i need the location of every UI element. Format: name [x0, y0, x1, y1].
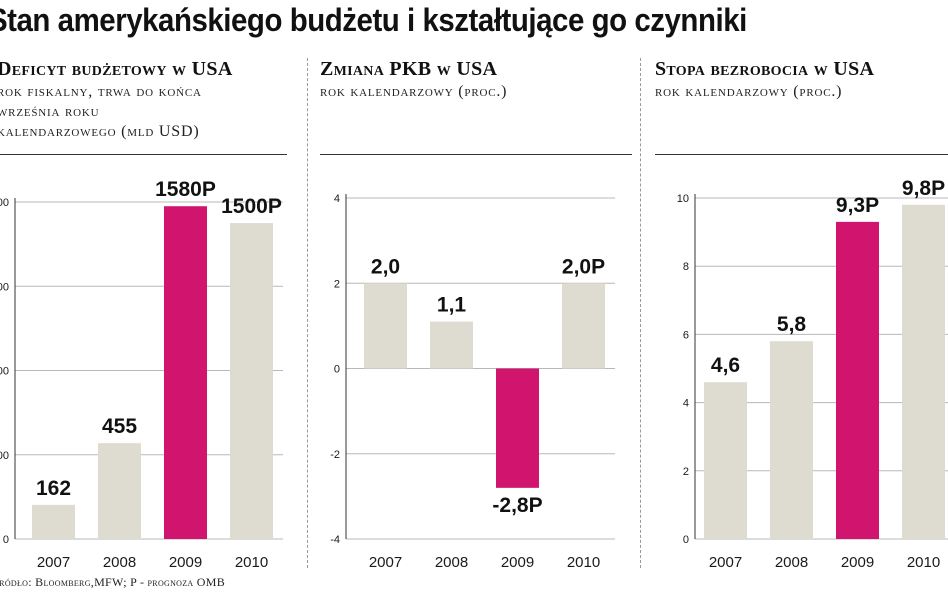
unemployment-bar-2009	[836, 221, 879, 539]
unemployment-bar-2010	[902, 204, 945, 539]
unemployment-data-label-2008: 5,8	[777, 313, 807, 336]
deficit-y-tick-label: 1600	[0, 197, 9, 209]
deficit-x-tick-label: 2010	[235, 554, 268, 571]
unemployment-header-rule	[655, 154, 948, 155]
deficit-data-label-2010: 1500P	[221, 195, 282, 218]
gdp-data-label-2010: 2,0P	[562, 255, 605, 278]
page-title: Stan amerykańskiego budżetu i kształtują…	[0, 2, 747, 38]
gdp-x-tick-label: 2007	[369, 554, 402, 571]
deficit-bar-2008	[98, 443, 141, 539]
deficit-bar-2007	[32, 504, 75, 539]
gdp-bar-2008	[430, 321, 473, 369]
unemployment-bar-chart: 0 2 4 6 8 10 4,6 2007 5,8 2008 9,3P 2009 9,8P 2010	[677, 177, 948, 571]
deficit-y-tick-label: 800	[0, 366, 9, 378]
gdp-y-tick-label: -4	[330, 534, 340, 546]
deficit-y-tick-label: 0	[3, 534, 9, 546]
unemployment-y-tick-label: 0	[683, 534, 689, 546]
gdp-chart-subtitle: rok kalendarzowy (proc.)	[320, 83, 508, 100]
deficit-chart-title: Deficyt budżetowy w USA	[0, 58, 233, 80]
gdp-bar-2007	[364, 283, 407, 369]
deficit-y-tick-label: 400	[0, 450, 9, 462]
unemployment-y-tick-label: 10	[677, 193, 689, 205]
unemployment-bar-2008	[770, 341, 813, 539]
gdp-bar-2010	[562, 283, 605, 369]
gdp-x-tick-label: 2009	[501, 554, 534, 571]
gdp-y-tick-label: -2	[330, 449, 340, 461]
deficit-header-rule	[0, 154, 287, 155]
unemployment-chart-subtitle: rok kalendarzowy (proc.)	[655, 83, 843, 100]
unemployment-y-tick-label: 6	[683, 329, 689, 341]
gdp-data-label-2008: 1,1	[437, 294, 467, 317]
deficit-x-tick-label: 2007	[37, 554, 70, 571]
unemployment-y-tick-label: 4	[683, 398, 689, 410]
gdp-data-label-2009: -2,8P	[492, 494, 542, 517]
unemployment-chart-panel: Stopa bezrobocia w USA rok kalendarzowy …	[655, 58, 948, 593]
deficit-bar-2009	[164, 206, 207, 539]
deficit-bar-2010	[230, 223, 273, 539]
unemployment-y-tick-label: 8	[683, 261, 689, 273]
gdp-bar-2009	[496, 368, 539, 488]
gdp-header-rule	[320, 154, 632, 155]
gdp-y-tick-label: 2	[334, 278, 340, 290]
gdp-bar-chart: -4 -2 0 2 4 2,0 2007 1,1 2008 -2,8P 2009 2,0P 2010	[330, 193, 615, 571]
unemployment-x-tick-label: 2009	[841, 554, 874, 571]
unemployment-x-tick-label: 2010	[907, 554, 940, 571]
deficit-data-label-2007: 162	[36, 477, 71, 500]
gdp-chart-panel: Zmiana PKB w USA rok kalendarzowy (proc.…	[320, 58, 632, 593]
gdp-y-tick-label: 4	[334, 193, 340, 205]
gdp-x-tick-label: 2008	[435, 554, 468, 571]
unemployment-data-label-2009: 9,3P	[836, 194, 879, 217]
gdp-y-tick-label: 0	[334, 364, 340, 376]
unemployment-x-tick-label: 2007	[709, 554, 742, 571]
gdp-x-tick-label: 2010	[567, 554, 600, 571]
unemployment-y-tick-label: 2	[683, 466, 689, 478]
gdp-data-label-2007: 2,0	[371, 255, 400, 278]
panel-divider	[307, 58, 308, 568]
unemployment-bar-2007	[704, 382, 747, 539]
deficit-data-label-2009: 1580P	[155, 178, 216, 201]
deficit-x-tick-label: 2009	[169, 554, 202, 571]
deficit-data-label-2008: 455	[102, 415, 137, 438]
deficit-x-tick-label: 2008	[103, 554, 136, 571]
unemployment-data-label-2007: 4,6	[711, 354, 740, 377]
unemployment-chart-title: Stopa bezrobocia w USA	[655, 58, 875, 80]
deficit-chart-subtitle: rok fiskalny, trwa do końca września rok…	[0, 83, 202, 140]
panel-divider	[640, 58, 641, 568]
unemployment-data-label-2010: 9,8P	[902, 177, 945, 200]
source-note: źródło: Bloomberg,MFW; P - prognoza OMB	[0, 575, 226, 589]
deficit-chart-panel: Deficyt budżetowy w USA rok fiskalny, tr…	[0, 58, 297, 593]
gdp-chart-title: Zmiana PKB w USA	[320, 58, 498, 80]
unemployment-x-tick-label: 2008	[775, 554, 808, 571]
